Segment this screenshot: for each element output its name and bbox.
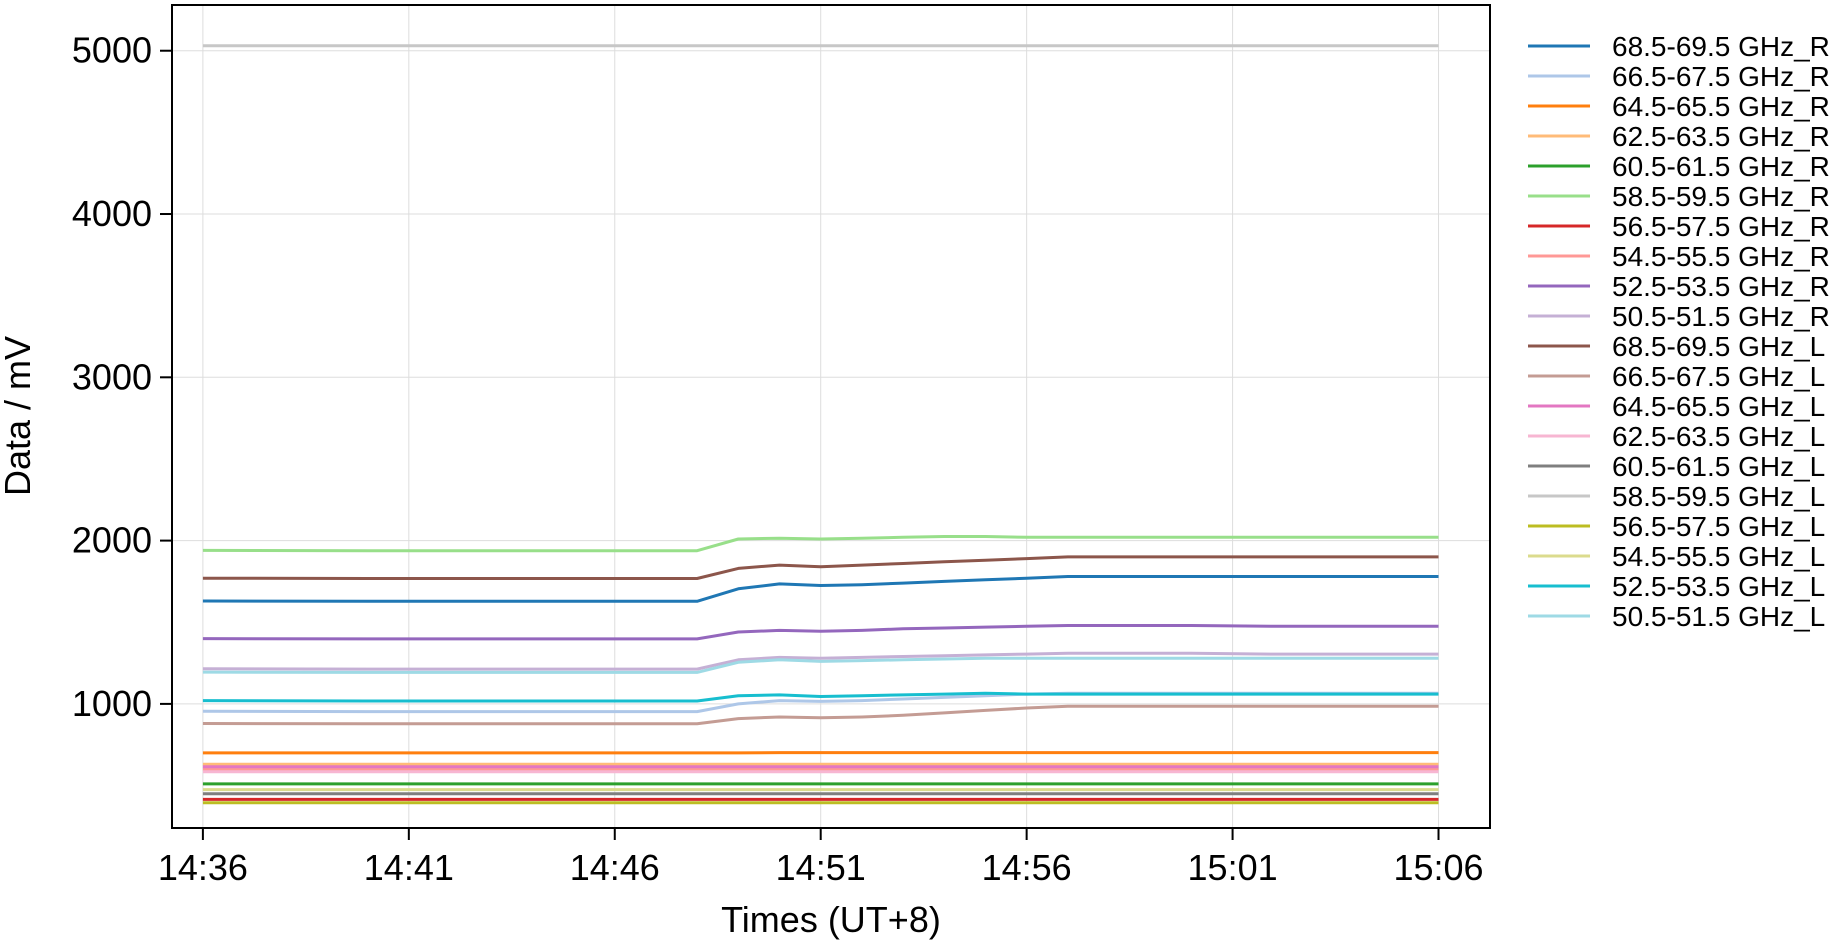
y-tick-label: 5000 (72, 30, 152, 71)
y-axis-title: Data / mV (0, 336, 38, 496)
legend-label: 54.5-55.5 GHz_R (1612, 241, 1830, 272)
x-axis: 14:36 14:41 14:46 14:51 14:56 15:01 15:06 (158, 828, 1484, 888)
legend-label: 62.5-63.5 GHz_R (1612, 121, 1830, 152)
legend-label: 60.5-61.5 GHz_R (1612, 151, 1830, 182)
y-tick-label: 2000 (72, 520, 152, 561)
legend-label: 64.5-65.5 GHz_L (1612, 391, 1825, 422)
grid (172, 5, 1490, 828)
legend-label: 58.5-59.5 GHz_L (1612, 481, 1825, 512)
series-line-6 (202, 535, 1439, 553)
series-line-1 (202, 575, 1439, 603)
series-line-10 (202, 651, 1439, 671)
legend: 68.5-69.5 GHz_R66.5-67.5 GHz_R64.5-65.5 … (1528, 31, 1830, 632)
legend-label: 50.5-51.5 GHz_L (1612, 601, 1825, 632)
series-line-12 (202, 704, 1439, 726)
legend-label: 68.5-69.5 GHz_L (1612, 331, 1825, 362)
plot-frame (171, 4, 1491, 829)
legend-label: 66.5-67.5 GHz_R (1612, 61, 1830, 92)
legend-label: 66.5-67.5 GHz_L (1612, 361, 1825, 392)
legend-label: 52.5-53.5 GHz_L (1612, 571, 1825, 602)
series-layer (202, 44, 1439, 805)
x-tick-label: 15:01 (1188, 847, 1278, 888)
legend-label: 58.5-59.5 GHz_R (1612, 181, 1830, 212)
y-tick-label: 4000 (72, 193, 152, 234)
x-tick-label: 15:06 (1393, 847, 1483, 888)
series-line-20 (202, 656, 1439, 674)
series-line-19 (202, 691, 1439, 703)
x-axis-title: Times (UT+8) (721, 899, 941, 940)
series-line-11 (202, 555, 1439, 580)
legend-label: 56.5-57.5 GHz_L (1612, 511, 1825, 542)
legend-label: 60.5-61.5 GHz_L (1612, 451, 1825, 482)
x-tick-label: 14:36 (158, 847, 248, 888)
x-tick-label: 14:41 (364, 847, 454, 888)
series-line-9 (202, 624, 1439, 641)
legend-label: 64.5-65.5 GHz_R (1612, 91, 1830, 122)
legend-label: 56.5-57.5 GHz_R (1612, 211, 1830, 242)
legend-label: 62.5-63.5 GHz_L (1612, 421, 1825, 452)
y-tick-label: 1000 (72, 683, 152, 724)
legend-label: 68.5-69.5 GHz_R (1612, 31, 1830, 62)
legend-label: 54.5-55.5 GHz_L (1612, 541, 1825, 572)
x-tick-label: 14:46 (570, 847, 660, 888)
legend-label: 50.5-51.5 GHz_R (1612, 301, 1830, 332)
legend-label: 52.5-53.5 GHz_R (1612, 271, 1830, 302)
y-axis: 1000 2000 3000 4000 5000 (72, 30, 172, 724)
y-tick-label: 3000 (72, 356, 152, 397)
x-tick-label: 14:51 (776, 847, 866, 888)
x-tick-label: 14:56 (982, 847, 1072, 888)
